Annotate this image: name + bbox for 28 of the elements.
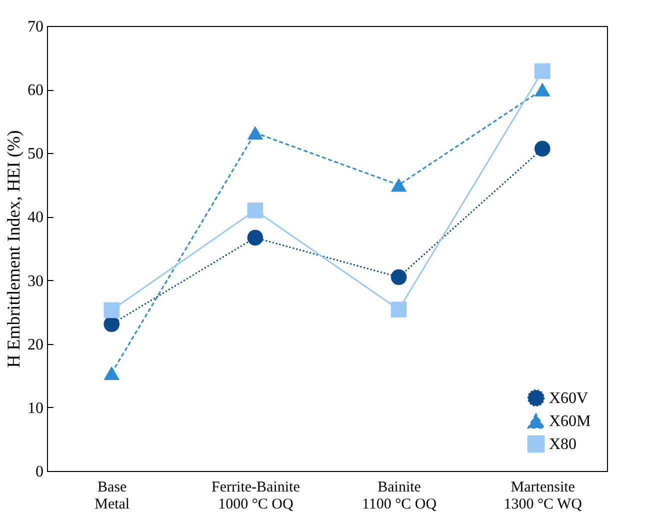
y-tick-label: 10 bbox=[28, 400, 44, 417]
x-tick-label: Base Metal bbox=[94, 480, 130, 512]
x-tick-label: Bainite 1100 °C OQ bbox=[362, 480, 437, 512]
point bbox=[390, 302, 407, 318]
point bbox=[104, 302, 120, 318]
point bbox=[247, 126, 264, 140]
point bbox=[104, 316, 120, 332]
legend-label: X80 bbox=[549, 436, 577, 453]
point bbox=[534, 140, 550, 157]
legend-label: X60V bbox=[549, 390, 589, 407]
y-tick-label: 70 bbox=[28, 18, 44, 36]
y-tick-label: 50 bbox=[28, 146, 44, 163]
x-tick-label: Ferrite-Bainite 1000 °C OQ bbox=[212, 480, 300, 512]
y-axis-title: H Embrittlement Index, HEI (%) bbox=[4, 130, 24, 368]
point bbox=[534, 82, 550, 96]
y-tick-label: 20 bbox=[28, 336, 44, 354]
x-tick-label: Martensite 1300 °C WQ bbox=[504, 480, 582, 512]
legend-label: X60M bbox=[549, 413, 591, 430]
y-tick-label: 60 bbox=[28, 82, 44, 100]
point bbox=[390, 269, 407, 285]
point bbox=[247, 230, 264, 246]
y-tick-label: 40 bbox=[28, 209, 44, 226]
point bbox=[534, 63, 550, 80]
point bbox=[104, 366, 120, 380]
y-tick-label: 0 bbox=[36, 464, 44, 480]
point bbox=[247, 202, 264, 218]
point bbox=[390, 178, 407, 192]
y-tick-label: 30 bbox=[28, 272, 44, 290]
